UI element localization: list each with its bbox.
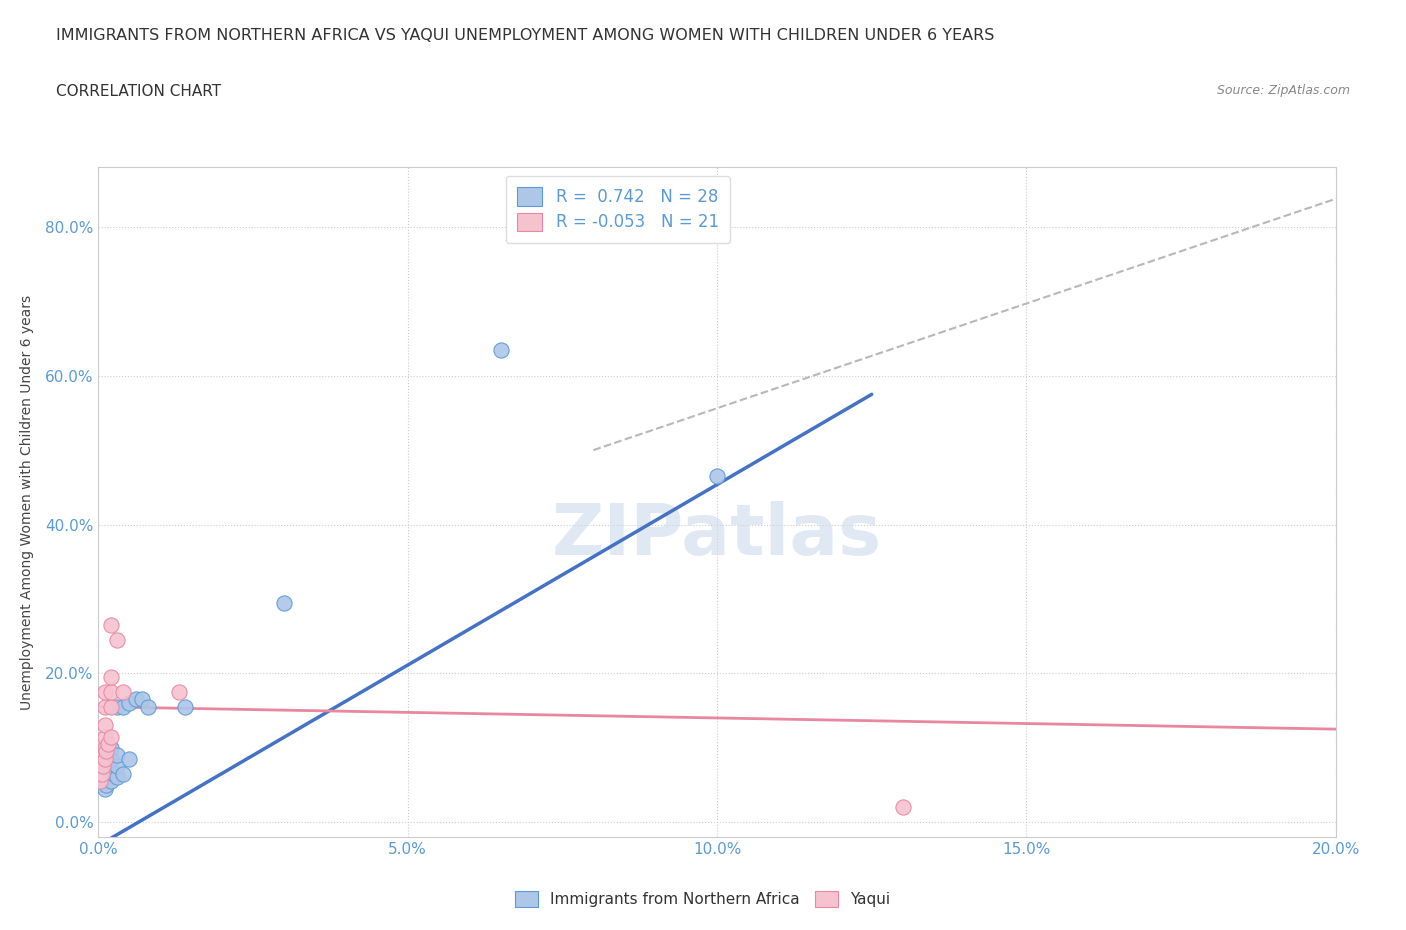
Point xyxy=(100,729,122,744)
Point xyxy=(93,740,115,755)
Point xyxy=(100,618,122,632)
Point xyxy=(100,751,122,766)
Point xyxy=(105,632,128,647)
Point xyxy=(118,696,141,711)
Point xyxy=(105,759,128,774)
Text: ZIPatlas: ZIPatlas xyxy=(553,501,882,570)
Point xyxy=(93,718,115,733)
Point xyxy=(167,684,190,699)
Point xyxy=(100,670,122,684)
Point xyxy=(94,744,117,759)
Point xyxy=(96,777,118,792)
Point xyxy=(90,766,112,781)
Text: CORRELATION CHART: CORRELATION CHART xyxy=(56,84,221,99)
Point xyxy=(93,684,115,699)
Point xyxy=(273,595,295,610)
Point xyxy=(90,774,112,789)
Point xyxy=(112,699,135,714)
Point xyxy=(100,699,122,714)
Point xyxy=(112,684,135,699)
Point xyxy=(89,774,111,789)
Point xyxy=(93,699,115,714)
Point xyxy=(97,737,120,751)
Point xyxy=(136,699,159,714)
Point xyxy=(93,748,115,763)
Point xyxy=(174,699,197,714)
Point xyxy=(93,751,115,766)
Point xyxy=(105,699,128,714)
Y-axis label: Unemployment Among Women with Children Under 6 years: Unemployment Among Women with Children U… xyxy=(20,295,34,710)
Point xyxy=(93,729,115,744)
Point xyxy=(100,740,122,755)
Point xyxy=(93,759,115,774)
Point xyxy=(112,766,135,781)
Point xyxy=(93,781,115,796)
Point xyxy=(100,774,122,789)
Point xyxy=(97,763,120,777)
Point xyxy=(103,766,125,781)
Point xyxy=(124,692,146,707)
Legend: Immigrants from Northern Africa, Yaqui: Immigrants from Northern Africa, Yaqui xyxy=(509,884,897,913)
Point xyxy=(489,342,512,357)
Point xyxy=(91,748,114,763)
Point xyxy=(100,763,122,777)
Text: Source: ZipAtlas.com: Source: ZipAtlas.com xyxy=(1216,84,1350,97)
Point xyxy=(706,469,728,484)
Point xyxy=(131,692,153,707)
Legend: R =  0.742   N = 28, R = -0.053   N = 21: R = 0.742 N = 28, R = -0.053 N = 21 xyxy=(506,176,731,243)
Point xyxy=(93,759,115,774)
Point xyxy=(93,770,115,785)
Point xyxy=(105,748,128,763)
Point xyxy=(100,684,122,699)
Point xyxy=(105,770,128,785)
Text: IMMIGRANTS FROM NORTHERN AFRICA VS YAQUI UNEMPLOYMENT AMONG WOMEN WITH CHILDREN : IMMIGRANTS FROM NORTHERN AFRICA VS YAQUI… xyxy=(56,28,994,43)
Point xyxy=(891,800,914,815)
Point xyxy=(118,751,141,766)
Point xyxy=(93,766,115,781)
